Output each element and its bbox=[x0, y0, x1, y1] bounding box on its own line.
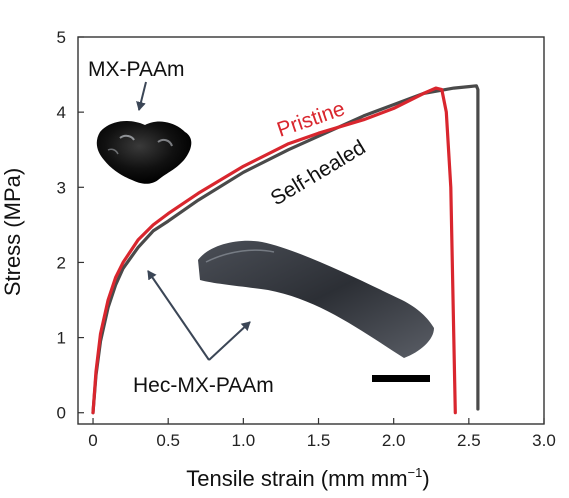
scale-bar bbox=[372, 375, 430, 382]
x-tick-label: 1.0 bbox=[232, 431, 256, 450]
x-axis-title: Tensile strain (mm mm−1) bbox=[186, 465, 429, 491]
x-axis-title-main: Tensile strain (mm mm bbox=[186, 466, 407, 491]
mx-paam-label: MX-PAAm bbox=[88, 58, 184, 81]
y-tick-label: 5 bbox=[57, 28, 66, 47]
x-axis-title-sup: −1 bbox=[408, 465, 423, 480]
series-line-pristine bbox=[91, 86, 457, 415]
x-tick-label: 3.0 bbox=[532, 431, 556, 450]
series-layer bbox=[91, 84, 480, 415]
y-tick-label: 2 bbox=[57, 253, 66, 272]
x-tick-label: 2.0 bbox=[382, 431, 406, 450]
x-tick-label: 1.5 bbox=[307, 431, 331, 450]
mx-paam-sample-image bbox=[96, 120, 192, 184]
y-tick-label: 1 bbox=[57, 329, 66, 348]
hec-arrow-1 bbox=[147, 270, 210, 361]
y-axis-ticks: 0 1 2 3 4 5 bbox=[57, 28, 84, 423]
hec-arrow-2 bbox=[208, 321, 251, 361]
mx-paam-arrow bbox=[136, 81, 147, 111]
y-tick-label: 3 bbox=[57, 178, 66, 197]
y-axis-title: Stress (MPa) bbox=[0, 168, 25, 296]
x-tick-label: 2.5 bbox=[457, 431, 481, 450]
y-tick-label: 0 bbox=[57, 404, 66, 423]
y-tick-label: 4 bbox=[57, 103, 66, 122]
x-tick-label: 0 bbox=[88, 431, 97, 450]
x-tick-label: 0.5 bbox=[156, 431, 180, 450]
hec-mx-paam-film-image bbox=[198, 240, 434, 358]
x-axis-ticks: 0 0.5 1.0 1.5 2.0 2.5 3.0 bbox=[88, 418, 556, 450]
x-axis-title-end: ) bbox=[422, 466, 429, 491]
plot-frame bbox=[77, 36, 545, 425]
hec-mx-paam-label: Hec-MX-PAAm bbox=[133, 374, 274, 397]
series-line-self-healed bbox=[91, 84, 480, 415]
